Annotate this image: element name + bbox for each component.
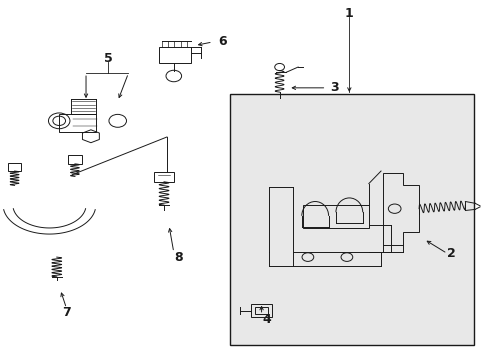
Text: 4: 4	[262, 312, 270, 326]
Text: 1: 1	[344, 7, 353, 20]
Text: 3: 3	[330, 81, 338, 94]
Bar	[255, 307, 267, 315]
Bar	[250, 305, 272, 318]
Bar	[67, 155, 82, 164]
Text: 7: 7	[62, 306, 71, 319]
Bar	[8, 163, 21, 171]
Bar	[159, 47, 190, 63]
Text: 5: 5	[103, 51, 112, 64]
Text: 2: 2	[447, 247, 455, 260]
Text: 6: 6	[218, 35, 226, 49]
Bar	[154, 172, 173, 182]
Text: 8: 8	[174, 251, 183, 264]
Bar	[59, 114, 96, 132]
Bar	[303, 205, 368, 228]
Bar	[229, 94, 473, 345]
